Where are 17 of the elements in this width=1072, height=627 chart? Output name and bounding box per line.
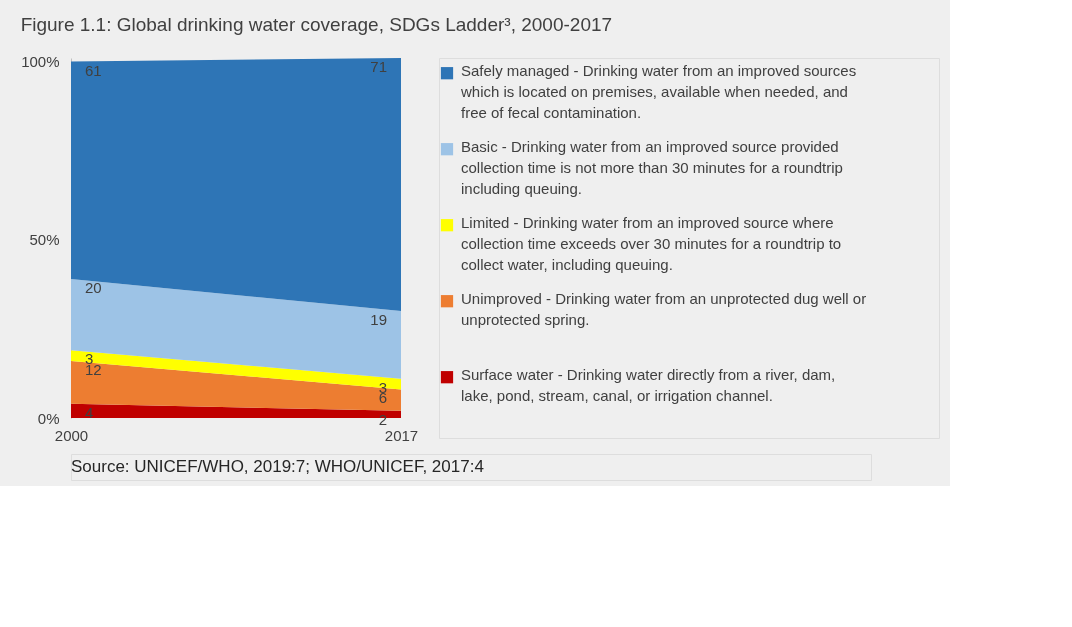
x-tick-label: 2017: [384, 426, 419, 444]
y-tick-label: 50%: [29, 231, 60, 249]
chart-title: Figure 1.1: Global drinking water coverage, SDGs Ladder³, 2000-2017: [20, 13, 613, 35]
data-label: 19: [370, 311, 387, 329]
data-label: 61: [85, 61, 102, 79]
y-tick-label: 100%: [21, 53, 60, 71]
data-label: 4: [85, 403, 94, 421]
legend-label: Surface water - Drinking water directly from a river, dam, lake, pond, stream, canal, or irrigation channel.: [461, 366, 836, 405]
x-tick-label: 2000: [54, 426, 89, 444]
legend-label: Basic - Drinking water from an improved source provided collection time is not more than 30 minutes for a roundtrip including queuing.: [461, 138, 843, 198]
legend-label: Safely managed - Drinking water from an improved sources which is located on premises, available when needed, and free of fecal contamination.: [460, 62, 857, 122]
legend-label: Unimproved - Drinking water from an unprotected dug well or unprotected spring.: [461, 290, 867, 329]
data-label: 71: [370, 58, 387, 75]
source-note: Source: UNICEF/WHO, 2019:7; WHO/UNICEF, 2017:4: [71, 457, 484, 476]
data-label: 20: [85, 278, 102, 296]
legend-label: Limited - Drinking water from an improved source where collection time exceeds over 30 minutes for a roundtrip to collect water, including queuing.: [461, 214, 842, 274]
y-tick-label: 0%: [37, 409, 60, 427]
